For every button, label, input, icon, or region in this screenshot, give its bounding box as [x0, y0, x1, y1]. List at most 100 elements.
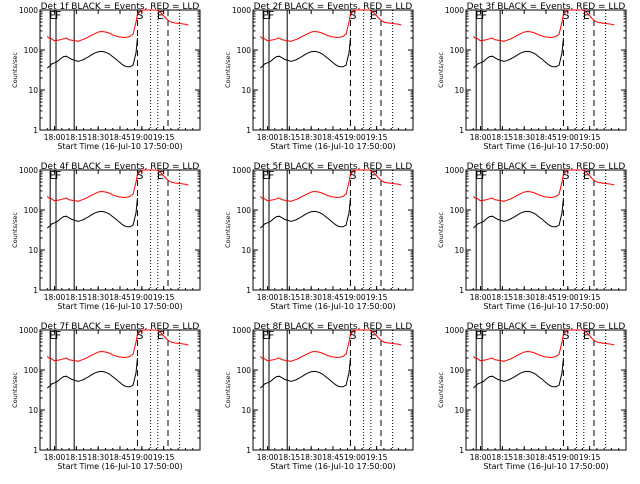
- chart-title: Det 5f BLACK = Events, RED = LLD: [254, 162, 413, 172]
- marker-label: E: [475, 169, 482, 182]
- series-lld-line: [472, 169, 615, 202]
- series-lld-line: [46, 9, 189, 42]
- marker-label: E: [262, 169, 269, 182]
- x-tick-label: 19:00: [557, 133, 579, 142]
- y-tick-label: 1000: [445, 326, 464, 335]
- marker-label: F: [55, 169, 61, 182]
- y-tick-label: 1: [246, 286, 251, 295]
- marker-label: E: [370, 9, 377, 22]
- y-tick-label: 1: [33, 286, 38, 295]
- x-tick-label: 18:45: [322, 133, 344, 142]
- y-axis-label: Counts/sec: [224, 212, 232, 248]
- x-tick-label: 18:15: [492, 293, 514, 302]
- y-axis-label: Counts/sec: [437, 372, 445, 408]
- y-tick-label: 100: [450, 366, 465, 375]
- x-tick-label: 19:00: [557, 453, 579, 462]
- chart-panel-1: Det 1f BLACK = Events, RED = LLD 1 10 100 10…: [11, 2, 201, 151]
- x-tick-label: 18:00: [470, 133, 492, 142]
- x-tick-label: 18:15: [492, 133, 514, 142]
- x-tick-label: 18:15: [66, 133, 88, 142]
- x-tick-label: 19:15: [153, 453, 175, 462]
- series-events-line: [46, 357, 138, 389]
- x-axis-label: Start Time (16-Jul-10 17:50:00): [270, 302, 395, 311]
- x-tick-label: 18:45: [109, 293, 131, 302]
- x-tick-label: 18:00: [257, 133, 279, 142]
- chart-panel-6: Det 6f BLACK = Events, RED = LLD 1 10 100 10…: [437, 162, 627, 311]
- y-tick-label: 10: [454, 406, 464, 415]
- plot-frame: [252, 9, 414, 131]
- chart-panel-7: Det 7f BLACK = Events, RED = LLD 1 10 100 10…: [11, 322, 201, 471]
- marker-label: S: [349, 329, 356, 342]
- x-tick-label: 18:30: [513, 293, 535, 302]
- y-tick-label: 10: [241, 86, 251, 95]
- x-tick-label: 18:30: [300, 293, 322, 302]
- x-tick-label: 18:45: [109, 133, 131, 142]
- x-tick-label: 19:00: [557, 293, 579, 302]
- series-lld-line: [472, 329, 615, 362]
- x-axis-label: Start Time (16-Jul-10 17:50:00): [57, 462, 182, 471]
- x-tick-label: 18:45: [109, 453, 131, 462]
- y-axis-label: Counts/sec: [437, 52, 445, 88]
- marker-label: S: [562, 9, 569, 22]
- marker-label: E: [262, 329, 269, 342]
- x-tick-label: 18:30: [513, 453, 535, 462]
- marker-label: E: [157, 329, 164, 342]
- x-tick-label: 18:00: [44, 293, 66, 302]
- plot-frame: [252, 329, 414, 451]
- series-lld-line: [259, 169, 402, 202]
- series-events-line: [472, 357, 564, 389]
- x-tick-label: 18:45: [535, 133, 557, 142]
- marker-label: E: [475, 9, 482, 22]
- plot-frame: [465, 169, 627, 291]
- y-tick-label: 1000: [232, 326, 251, 335]
- y-axis-label: Counts/sec: [11, 212, 19, 248]
- x-tick-label: 18:45: [535, 293, 557, 302]
- y-tick-label: 10: [241, 406, 251, 415]
- y-tick-label: 1: [459, 286, 464, 295]
- x-tick-label: 19:15: [579, 293, 601, 302]
- marker-label: E: [583, 9, 590, 22]
- x-axis-label: Start Time (16-Jul-10 17:50:00): [270, 462, 395, 471]
- chart-panel-4: Det 4f BLACK = Events, RED = LLD 1 10 100 10…: [11, 162, 201, 311]
- x-tick-label: 19:00: [344, 453, 366, 462]
- marker-label: E: [583, 329, 590, 342]
- series-events-line: [259, 357, 351, 389]
- y-tick-label: 10: [454, 246, 464, 255]
- marker-label: S: [562, 169, 569, 182]
- plot-frame: [39, 329, 201, 451]
- x-tick-label: 18:00: [44, 133, 66, 142]
- x-tick-label: 19:00: [131, 453, 153, 462]
- y-tick-label: 1: [459, 126, 464, 135]
- x-tick-label: 18:15: [279, 133, 301, 142]
- plot-frame: [465, 329, 627, 451]
- series-events-line: [259, 197, 351, 229]
- marker-label: F: [481, 169, 487, 182]
- x-tick-label: 18:00: [470, 293, 492, 302]
- series-lld-line: [259, 329, 402, 362]
- x-tick-label: 19:15: [579, 453, 601, 462]
- plot-frame: [252, 169, 414, 291]
- y-tick-label: 100: [24, 366, 39, 375]
- x-tick-label: 18:30: [87, 133, 109, 142]
- chart-title: Det 9f BLACK = Events, RED = LLD: [467, 322, 626, 332]
- marker-label: F: [481, 9, 487, 22]
- series-lld-line: [46, 169, 189, 202]
- y-tick-label: 1000: [19, 6, 38, 15]
- marker-label: E: [157, 9, 164, 22]
- marker-label: F: [268, 9, 274, 22]
- chart-title: Det 1f BLACK = Events, RED = LLD: [41, 2, 200, 12]
- chart-panel-5: Det 5f BLACK = Events, RED = LLD 1 10 100 10…: [224, 162, 414, 311]
- series-lld-line: [259, 9, 402, 42]
- y-axis-label: Counts/sec: [224, 372, 232, 408]
- x-tick-label: 18:00: [44, 453, 66, 462]
- y-axis-label: Counts/sec: [224, 52, 232, 88]
- marker-label: S: [562, 329, 569, 342]
- y-tick-label: 1: [246, 126, 251, 135]
- y-tick-label: 1000: [232, 6, 251, 15]
- y-axis-label: Counts/sec: [437, 212, 445, 248]
- x-axis-label: Start Time (16-Jul-10 17:50:00): [270, 142, 395, 151]
- series-events-line: [259, 37, 351, 69]
- marker-label: E: [49, 169, 56, 182]
- x-tick-label: 19:15: [366, 133, 388, 142]
